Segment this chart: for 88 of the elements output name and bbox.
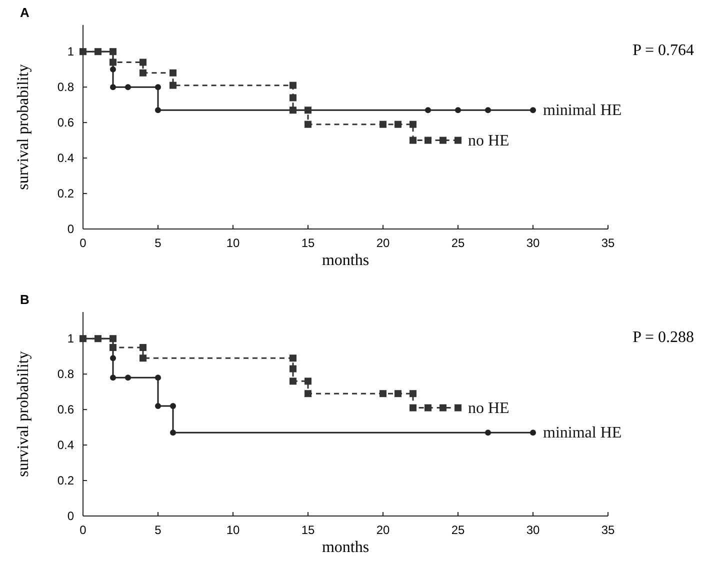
point xyxy=(425,107,431,114)
point xyxy=(455,107,461,114)
point xyxy=(110,58,116,66)
y-tick-label: 1 xyxy=(67,332,74,346)
series-label: minimal HE xyxy=(543,424,622,442)
point xyxy=(155,403,161,410)
point xyxy=(485,107,491,114)
point xyxy=(530,107,536,114)
point xyxy=(155,107,161,114)
point xyxy=(394,120,402,128)
y-tick-label: 0.8 xyxy=(57,80,74,94)
point xyxy=(170,430,176,436)
point xyxy=(170,403,176,410)
point xyxy=(440,136,446,144)
point xyxy=(110,355,116,362)
point xyxy=(125,84,131,90)
x-tick-label: 35 xyxy=(601,523,615,537)
x-axis-title: months xyxy=(322,539,370,556)
y-tick-label: 0.6 xyxy=(57,116,74,130)
point xyxy=(170,69,176,76)
x-tick-label: 15 xyxy=(301,523,315,537)
text: P = 0.764 xyxy=(632,42,694,59)
y-tick-label: 0.2 xyxy=(57,474,74,488)
y-tick-label: 0.6 xyxy=(57,402,74,417)
point xyxy=(290,378,296,385)
x-tick-label: 0 xyxy=(80,236,87,250)
x-tick-label: 10 xyxy=(226,523,240,537)
y-tick-label: 0.4 xyxy=(57,438,74,452)
point xyxy=(110,344,116,351)
point xyxy=(454,404,462,412)
point xyxy=(440,404,446,412)
point xyxy=(140,354,146,362)
y-tick-label: 0.2 xyxy=(57,186,74,201)
point xyxy=(380,120,386,128)
point xyxy=(290,94,296,102)
x-tick-label: 0 xyxy=(80,523,87,537)
point xyxy=(424,404,432,412)
text: P = 0.288 xyxy=(632,329,694,346)
point xyxy=(424,136,432,144)
y-axis-title: survival probability xyxy=(15,64,32,190)
series-label: minimal HE xyxy=(543,102,622,120)
point xyxy=(304,120,312,128)
point xyxy=(155,374,161,381)
y-tick-label: 0 xyxy=(67,222,74,236)
x-tick-label: 25 xyxy=(451,236,465,250)
y-axis-title: survival probability xyxy=(15,351,32,477)
series-label: no HE xyxy=(468,132,510,150)
x-tick-label: 35 xyxy=(601,236,615,250)
point xyxy=(290,82,296,89)
x-tick-label: 20 xyxy=(376,236,390,250)
point xyxy=(140,344,146,351)
point xyxy=(304,378,312,385)
series-label: no HE xyxy=(468,400,510,417)
point xyxy=(140,58,146,66)
chart-title: B xyxy=(20,292,30,307)
point xyxy=(530,430,536,436)
point xyxy=(394,390,402,398)
chart-title: A xyxy=(20,5,30,20)
x-tick-label: 30 xyxy=(526,523,540,537)
point xyxy=(410,120,416,128)
y-tick-label: 1 xyxy=(67,44,74,59)
point xyxy=(155,84,161,90)
point xyxy=(410,136,416,144)
point xyxy=(410,404,416,412)
point xyxy=(290,365,296,372)
y-tick-label: 0.4 xyxy=(57,151,74,166)
point xyxy=(170,82,176,89)
point xyxy=(304,390,312,398)
x-tick-label: 5 xyxy=(154,523,162,537)
x-tick-label: 15 xyxy=(301,236,315,250)
point xyxy=(140,69,146,76)
x-tick-label: 20 xyxy=(376,523,390,537)
point xyxy=(485,430,491,436)
point xyxy=(110,66,116,72)
point xyxy=(110,374,116,381)
x-tick-label: 5 xyxy=(154,236,162,250)
x-tick-label: 30 xyxy=(526,236,540,250)
x-tick-label: 25 xyxy=(451,523,465,537)
y-tick-label: 0 xyxy=(67,509,74,523)
point xyxy=(110,84,116,90)
y-tick-label: 0.8 xyxy=(57,367,74,382)
point xyxy=(380,390,386,398)
point xyxy=(454,136,462,144)
x-tick-label: 10 xyxy=(226,236,240,250)
x-axis-title: months xyxy=(322,252,370,269)
point xyxy=(125,374,131,381)
point xyxy=(410,390,416,398)
point xyxy=(290,354,296,362)
